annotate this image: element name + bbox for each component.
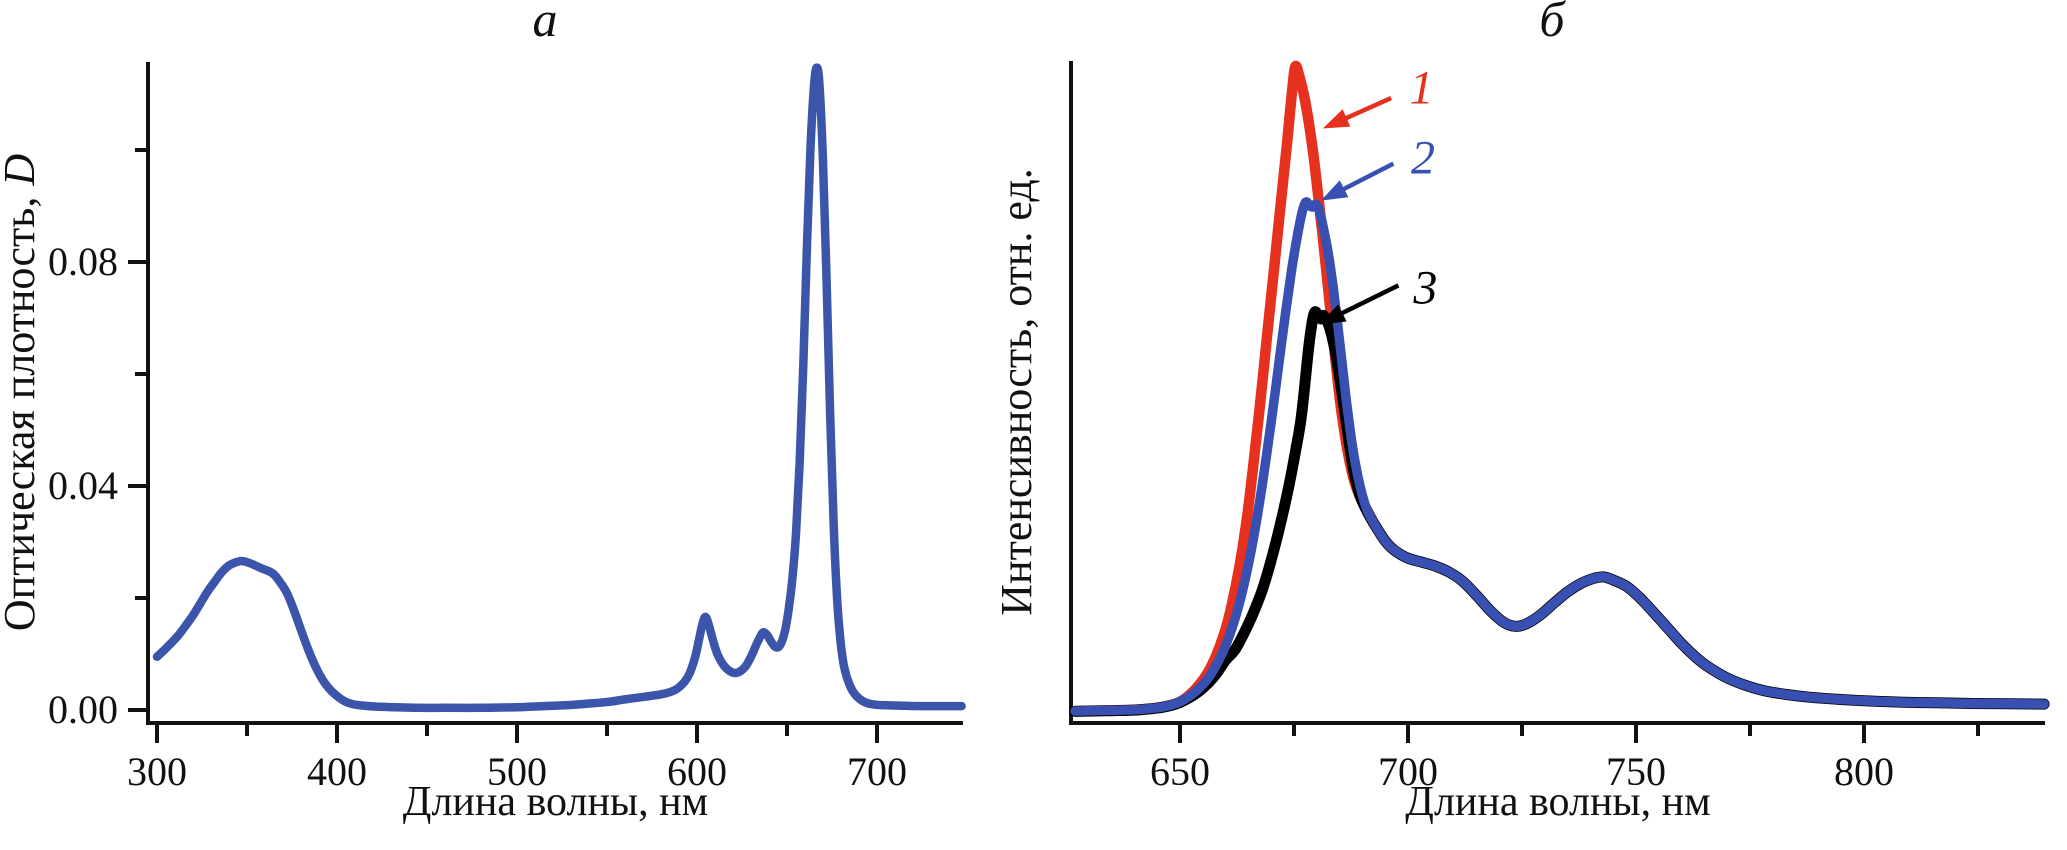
curve-annotation-2: 2 [1320,132,1435,201]
annotation-arrow-head [1320,180,1349,201]
annotation-arrow-line [1337,161,1395,194]
curve-annotation-3: 3 [1319,261,1437,325]
absorption-spectrum [152,63,966,713]
x-tick-label: 700 [847,749,907,794]
panel-a-axes [146,62,963,725]
y-tick-label: 0.04 [48,463,118,508]
panel-a-x-axis-label: Длина волны, нм [403,779,708,825]
fluorescence-curve-2 [1070,197,2049,716]
x-tick-label: 300 [127,749,187,794]
annotation-label-2: 2 [1411,132,1435,185]
x-tick-label: 750 [1606,749,1666,794]
panel-a-title: а [533,0,558,47]
panel-a-y-axis-label: Оптическая плотность, D [0,154,44,631]
annotation-label-3: 3 [1412,261,1437,314]
x-tick-label: 650 [1150,749,1210,794]
y-tick-label: 0.08 [48,239,118,284]
panel-b-title: б [1539,0,1566,47]
curve-annotation-1: 1 [1322,61,1434,129]
x-tick-label: 500 [487,749,547,794]
x-tick-label: 400 [307,749,367,794]
panel-b: 650 700 750 800 Длина волны, нм Интенсивность… [992,0,2050,825]
x-tick-label: 800 [1834,749,1894,794]
x-tick-label: 600 [667,749,727,794]
panel-a: 300 400 500 600 700 0.00 0.04 0.08 Длина волны, … [0,0,966,825]
x-tick-label: 700 [1378,749,1438,794]
annotation-arrow-head [1322,109,1351,129]
panel-b-x-axis-label: Длина волны, нм [1405,779,1710,825]
annotation-arrow-head [1319,304,1347,325]
annotation-label-1: 1 [1410,61,1434,114]
annotation-arrow-line [1340,96,1393,123]
panel-b-y-axis-label: Интенсивность, отн. ед. [992,168,1041,615]
panel-b-axes [1069,61,2045,725]
y-tick-label: 0.00 [48,687,118,732]
annotation-arrow-line [1336,283,1400,318]
